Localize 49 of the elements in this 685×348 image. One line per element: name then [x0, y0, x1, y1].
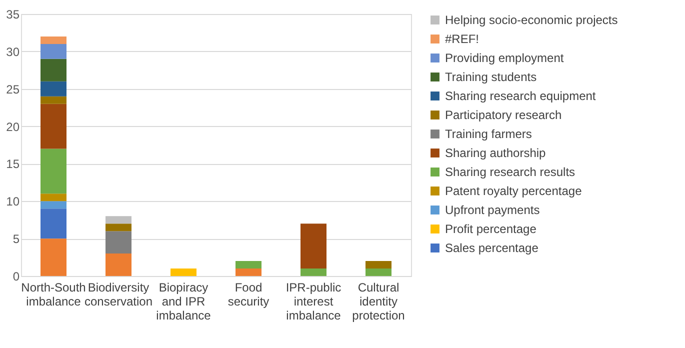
- bar: [366, 268, 392, 276]
- y-tick-label: 35: [6, 8, 20, 22]
- y-tick-label: 0: [12, 270, 20, 284]
- legend-label: Sharing research equipment: [445, 89, 596, 103]
- y-tick-label: 25: [6, 82, 20, 96]
- bar: [40, 201, 66, 209]
- x-tick-label: North-South imbalance: [21, 280, 86, 308]
- bar: [106, 216, 132, 224]
- y-tick-label: 15: [6, 157, 20, 172]
- bar: [366, 261, 392, 269]
- legend-label: Training farmers: [445, 127, 532, 141]
- legend-label: Helping socio-economic projects: [445, 13, 618, 27]
- bar: [106, 254, 132, 276]
- bar: [40, 148, 66, 194]
- bar: [40, 44, 66, 59]
- x-tick-label: Food security: [228, 280, 270, 308]
- x-tick-label: IPR-public interest imbalance: [286, 280, 342, 322]
- bar: [40, 208, 66, 239]
- legend-label: Providing employment: [445, 51, 564, 65]
- bar: [40, 194, 66, 202]
- legend-label: Profit percentage: [445, 222, 537, 236]
- bar: [40, 96, 66, 104]
- x-tick-label: Biodiversity conservation: [84, 280, 153, 308]
- y-tick-label: 10: [6, 194, 20, 209]
- bar: [40, 238, 66, 276]
- y-tick-label: 30: [6, 44, 20, 59]
- legend-label: Sharing authorship: [445, 146, 546, 160]
- bar: [40, 36, 66, 44]
- bar: [300, 224, 326, 269]
- y-tick-label: 5: [12, 232, 20, 246]
- bar: [170, 268, 196, 276]
- y-tick-label: 20: [6, 120, 20, 134]
- bar: [106, 224, 132, 232]
- legend-label: #REF!: [445, 32, 480, 46]
- bar: [236, 268, 262, 276]
- bar: [106, 231, 132, 254]
- bar: [236, 261, 262, 269]
- x-tick-label: Cultural identity protection: [352, 280, 405, 322]
- legend-label: Upfront payments: [445, 203, 540, 217]
- legend-label: Patent royalty percentage: [445, 184, 582, 198]
- legend-label: Sales percentage: [445, 241, 539, 255]
- legend-label: Participatory research: [445, 108, 562, 122]
- bar: [40, 81, 66, 96]
- bar: [40, 104, 66, 149]
- bar: [300, 268, 326, 276]
- legend-label: Training students: [445, 70, 537, 84]
- legend-label: Sharing research results: [445, 165, 576, 179]
- bar: [40, 58, 66, 82]
- x-tick-label: Biopiracy and IPR imbalance: [156, 280, 212, 322]
